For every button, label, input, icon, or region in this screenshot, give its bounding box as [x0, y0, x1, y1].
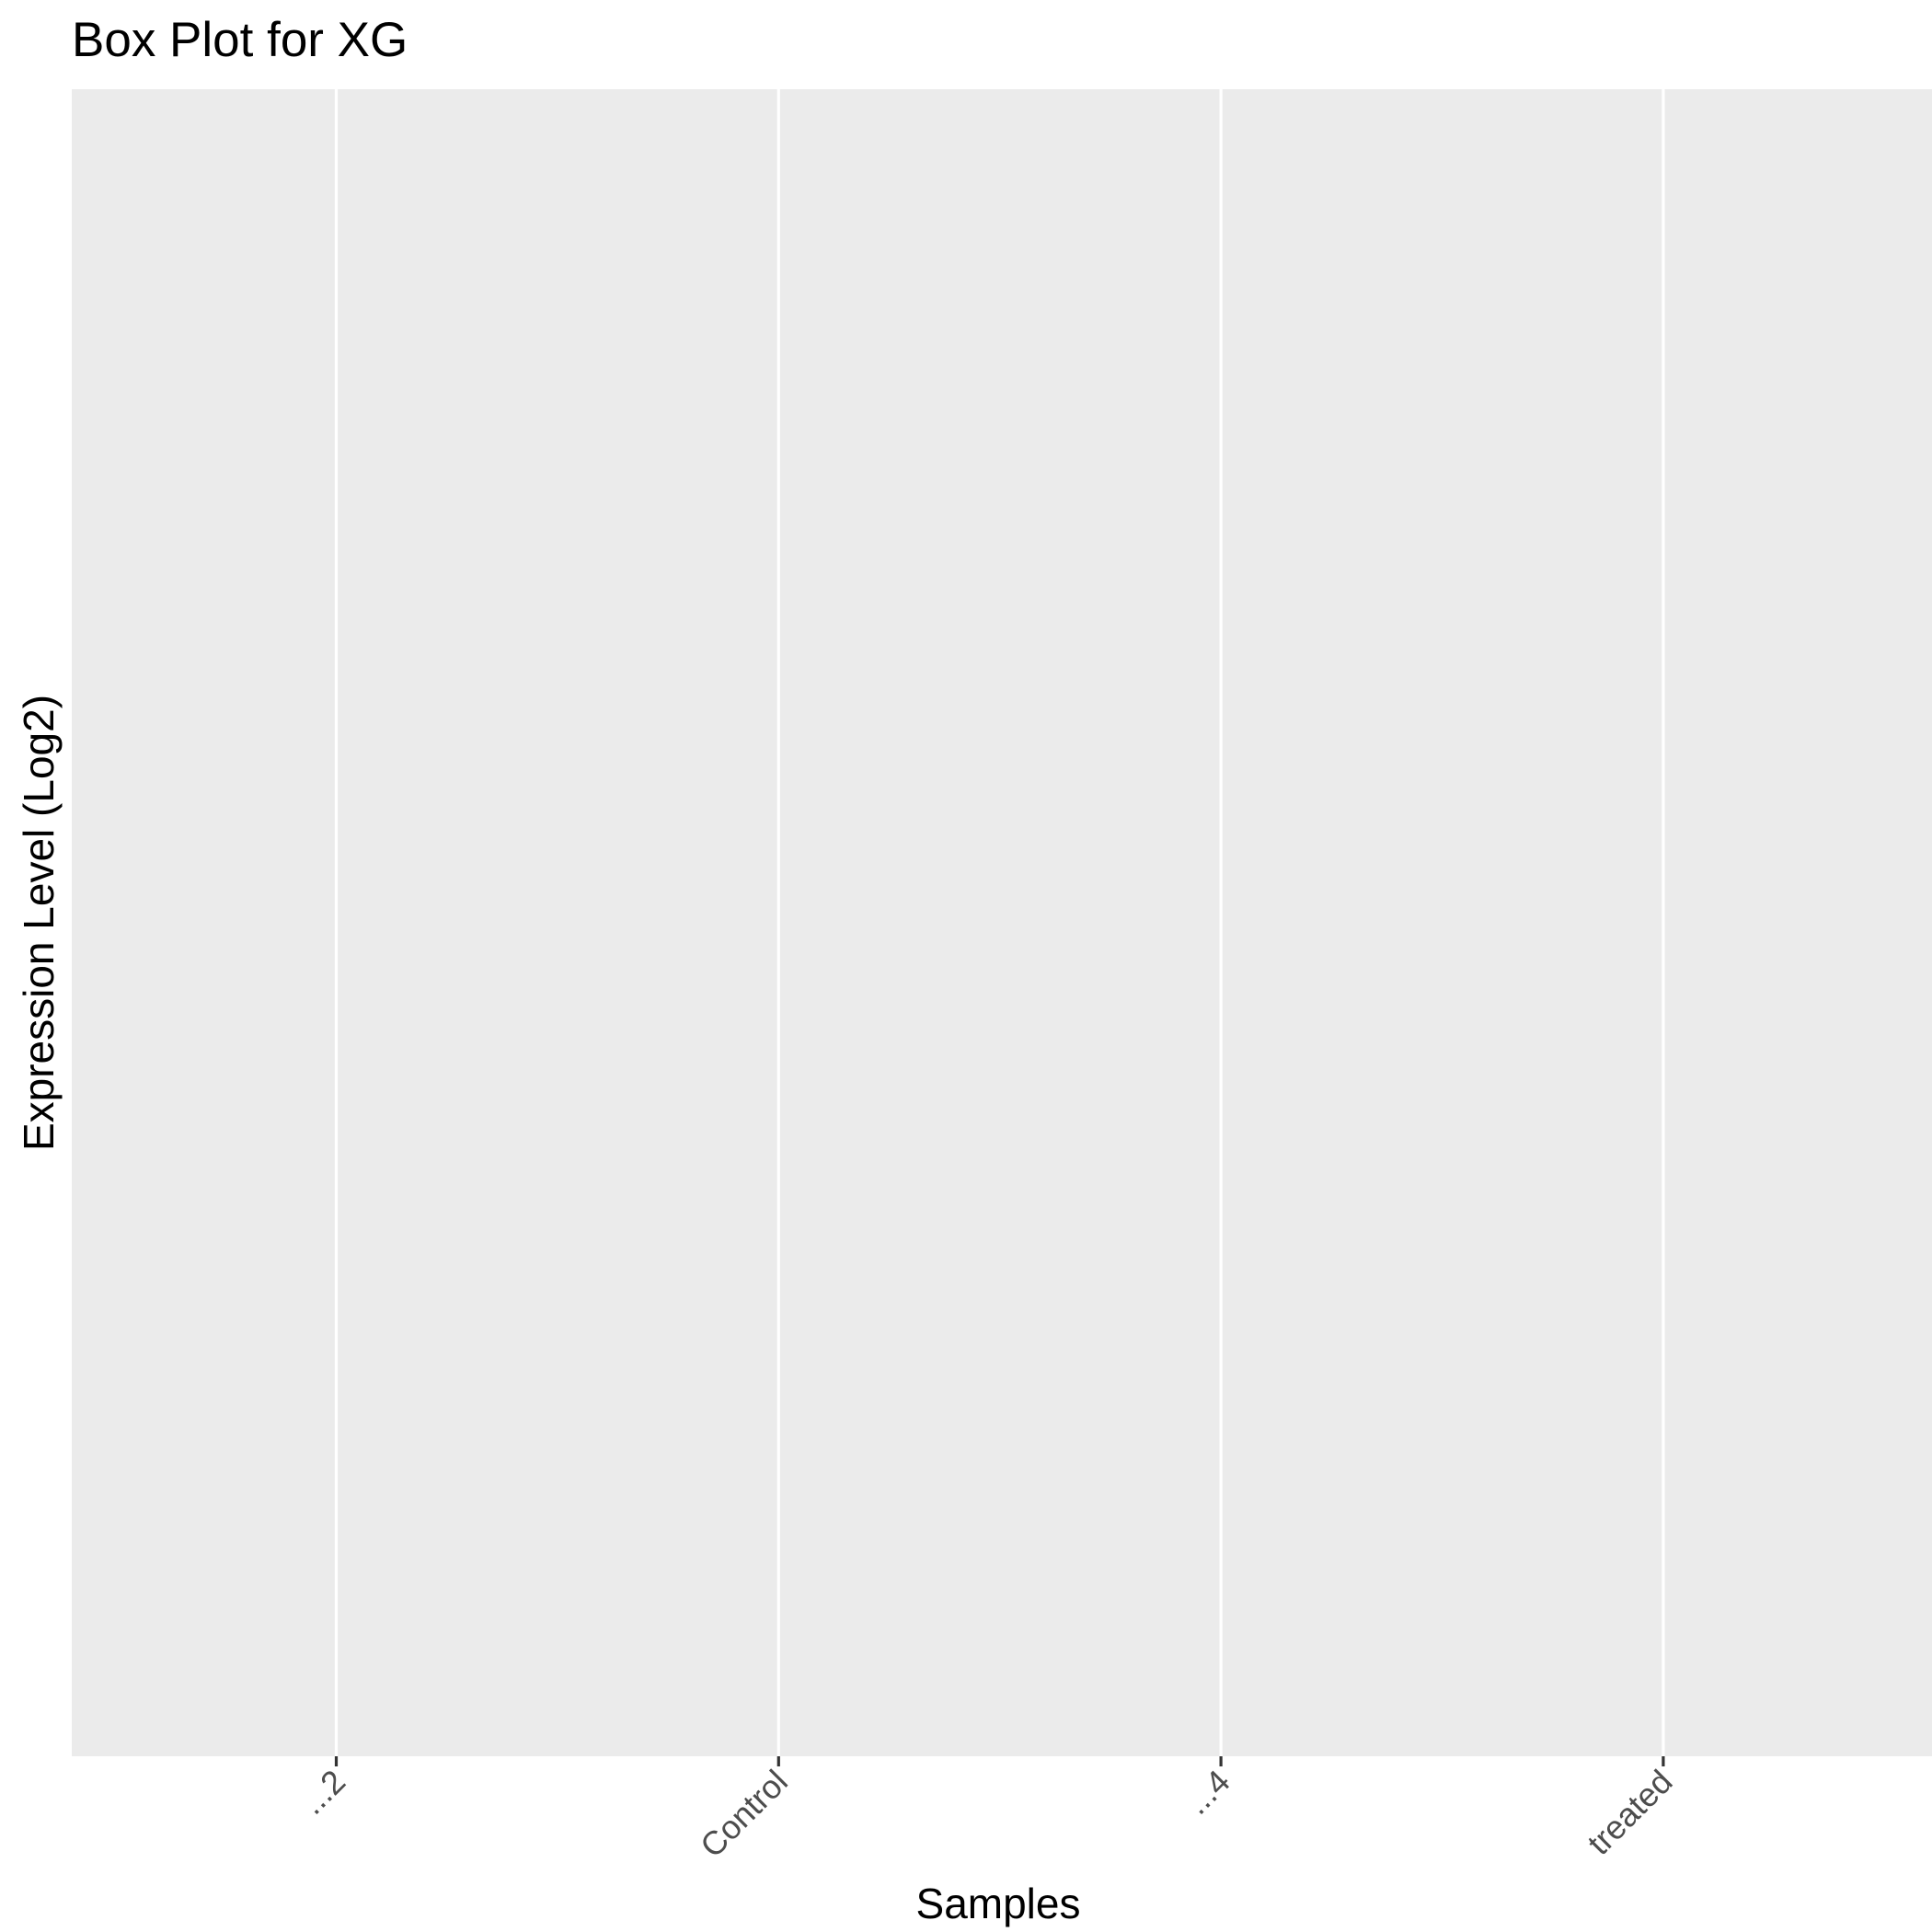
x-tick-label-4: ...4 — [1178, 1763, 1236, 1822]
chart-title: Box Plot for XG — [72, 13, 408, 67]
plot-panel — [72, 89, 1932, 1756]
x-axis-title: Samples — [916, 1880, 1081, 1927]
x-tick-labels: ...2 Control ...4 treated — [293, 1763, 1680, 1865]
y-axis-title: Expression Level (Log2) — [15, 695, 63, 1151]
x-tick-label-control: Control — [693, 1763, 795, 1865]
x-gridlines — [334, 89, 1665, 1756]
x-tick-label-treated: treated — [1580, 1763, 1679, 1862]
x-tick-label-2: ...2 — [293, 1763, 352, 1822]
x-tick-marks — [334, 1756, 1665, 1766]
